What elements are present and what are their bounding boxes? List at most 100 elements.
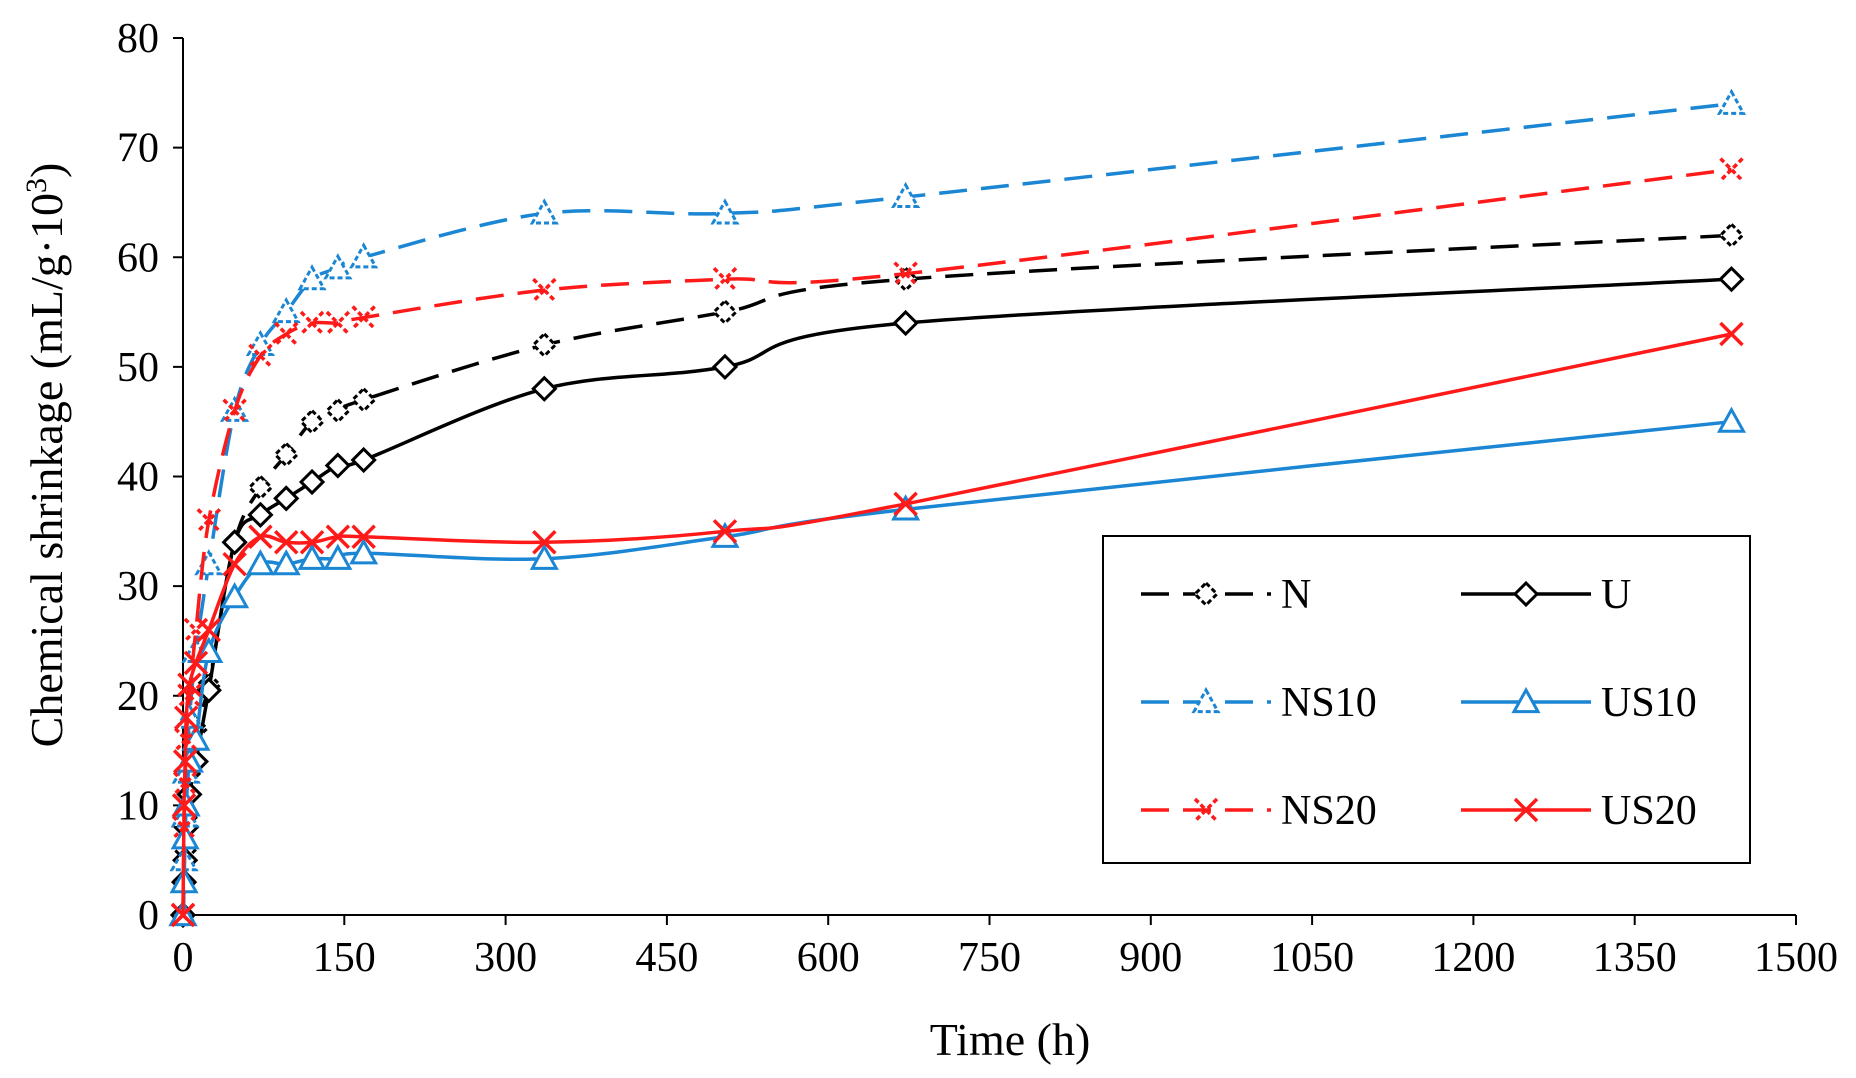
data-point-ns10 (271, 296, 301, 324)
y-axis-title: Chemical shrinkage (mL/g·103) (20, 163, 72, 748)
data-point-us20 (325, 524, 351, 550)
data-point-u (350, 446, 377, 474)
legend-marker-ns20 (1193, 797, 1219, 823)
y-axis-title-close: ) (21, 163, 72, 178)
y-tick-label: 40 (117, 455, 159, 501)
y-axis-title-main: Chemical shrinkage (mL/g·10 (21, 193, 72, 747)
data-point-us20 (173, 705, 199, 730)
data-point-us20 (299, 530, 325, 555)
data-point-ns20 (893, 261, 918, 286)
data-point-ns20 (299, 310, 325, 336)
data-point-u (247, 501, 274, 528)
data-point-ns20 (171, 815, 197, 840)
y-axis-title-superscript: 3 (20, 178, 53, 193)
legend-label-ns10: NS10 (1281, 680, 1377, 726)
x-tick-label: 0 (173, 935, 194, 981)
data-point-ns10 (1716, 88, 1747, 115)
data-point-ns20 (273, 321, 299, 347)
x-tick-label: 300 (474, 935, 537, 981)
data-point-us10 (1716, 406, 1747, 433)
x-tick-label: 1500 (1754, 935, 1838, 981)
data-point-u (892, 309, 919, 337)
data-point-us10 (529, 543, 559, 570)
data-point-u (298, 468, 326, 496)
data-point-u (324, 452, 351, 479)
data-point-ns20 (1719, 157, 1744, 182)
legend: N U NS10 US10 NS20 US20 (1102, 535, 1751, 864)
data-point-u (711, 353, 739, 380)
x-tick-label: 600 (797, 935, 860, 981)
data-point-ns20 (177, 683, 202, 708)
data-point-ns10 (349, 242, 379, 269)
data-point-ns10 (891, 181, 921, 209)
data-point-ns10 (323, 253, 353, 280)
data-point-n (531, 331, 558, 359)
y-tick-label: 20 (117, 674, 159, 720)
legend-marker-us20 (1513, 797, 1539, 823)
legend-marker-n (1192, 580, 1220, 608)
legend-label-n: N (1281, 572, 1311, 618)
data-point-u (1718, 266, 1745, 293)
x-tick-label: 150 (313, 935, 376, 981)
legend-marker-ns10 (1191, 686, 1221, 714)
series-us20 (170, 321, 1744, 928)
legend-label-us10: US10 (1601, 680, 1697, 726)
y-tick-label: 30 (117, 564, 159, 610)
y-tick-label: 80 (117, 16, 159, 62)
data-point-us20 (1719, 321, 1744, 347)
data-point-n (273, 441, 300, 468)
legend-label-ns20: NS20 (1281, 788, 1377, 834)
data-point-us10 (181, 724, 211, 751)
data-point-ns20 (173, 727, 199, 752)
x-tick-label: 1350 (1593, 935, 1677, 981)
data-point-us20 (196, 617, 222, 643)
data-point-us20 (177, 672, 202, 698)
data-point-ns20 (248, 343, 273, 369)
data-point-us10 (297, 543, 327, 570)
data-point-ns20 (196, 508, 222, 533)
x-axis-title: Time (h) (930, 1014, 1091, 1065)
data-point-us20 (532, 530, 557, 555)
data-point-n (298, 408, 326, 435)
data-point-ns10 (529, 198, 559, 225)
data-point-ns20 (172, 771, 198, 796)
data-point-us20 (273, 530, 299, 555)
data-point-ns20 (532, 277, 557, 303)
data-point-ns10 (710, 198, 740, 225)
legend-marker-us10 (1511, 686, 1541, 714)
data-point-ns20 (712, 266, 738, 292)
data-point-ns20 (325, 310, 351, 336)
data-point-ns10 (245, 329, 275, 357)
x-tick-label: 1200 (1431, 935, 1515, 981)
data-point-u (273, 485, 300, 512)
legend-label-u: U (1601, 572, 1631, 618)
data-point-ns20 (222, 398, 247, 423)
y-tick-label: 60 (117, 235, 159, 281)
data-point-us20 (170, 902, 196, 928)
data-point-us10 (349, 538, 379, 565)
tick-labels: 0 10 20 30 40 50 60 70 80 0 150 300 450 600 750 900 1050… (117, 16, 1838, 981)
x-tick-label: 450 (635, 935, 698, 981)
data-point-us20 (712, 519, 738, 544)
legend-label-us20: US20 (1601, 788, 1697, 834)
data-point-us20 (171, 793, 197, 818)
data-point-u (531, 375, 558, 402)
data-point-us20 (893, 491, 918, 517)
data-point-n (247, 474, 274, 501)
x-tick-label: 900 (1119, 935, 1182, 981)
x-tick-label: 1050 (1270, 935, 1354, 981)
data-point-us20 (183, 650, 209, 676)
data-point-n (324, 397, 351, 424)
data-point-n (350, 386, 377, 413)
data-point-us20 (222, 551, 247, 577)
y-tick-label: 50 (117, 345, 159, 391)
data-point-us20 (248, 524, 273, 550)
data-point-us10 (220, 581, 250, 609)
y-tick-label: 0 (138, 893, 159, 939)
data-point-us20 (172, 749, 198, 774)
x-tick-label: 750 (958, 935, 1021, 981)
data-point-n (711, 298, 739, 326)
data-point-u (221, 529, 248, 556)
y-tick-label: 70 (117, 126, 159, 172)
